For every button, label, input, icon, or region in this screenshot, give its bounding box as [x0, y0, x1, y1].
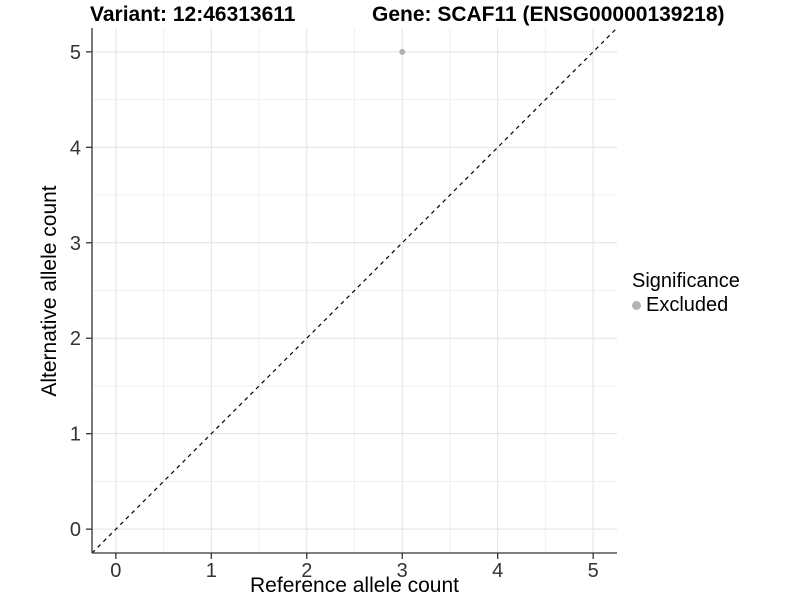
excluded-point-icon: [632, 301, 641, 310]
identity-line: [91, 27, 618, 554]
legend: Significance Excluded: [630, 270, 740, 317]
legend-item-excluded: Excluded: [630, 294, 740, 317]
y-tick-label: 0: [70, 519, 81, 541]
data-point: [399, 48, 406, 55]
plot-title-variant: Variant: 12:46313611: [90, 3, 296, 26]
x-tick-label: 2: [301, 560, 312, 582]
y-tick-label: 4: [70, 137, 81, 159]
y-tick-label: 2: [70, 328, 81, 350]
y-tick-label: 5: [70, 42, 81, 64]
legend-item-label: Excluded: [646, 294, 729, 316]
y-tick-label: 1: [70, 424, 81, 446]
legend-title: Significance: [632, 270, 740, 292]
y-axis-title: Alternative allele count: [38, 185, 61, 397]
x-axis-title: Reference allele count: [250, 574, 459, 597]
y-tick-label: 3: [70, 233, 81, 255]
x-tick-label: 1: [206, 560, 217, 582]
x-tick-label: 3: [397, 560, 408, 582]
x-tick-label: 5: [588, 560, 599, 582]
plot-title-gene: Gene: SCAF11 (ENSG00000139218): [372, 3, 725, 26]
x-tick-label: 4: [492, 560, 503, 582]
x-tick-label: 0: [110, 560, 121, 582]
